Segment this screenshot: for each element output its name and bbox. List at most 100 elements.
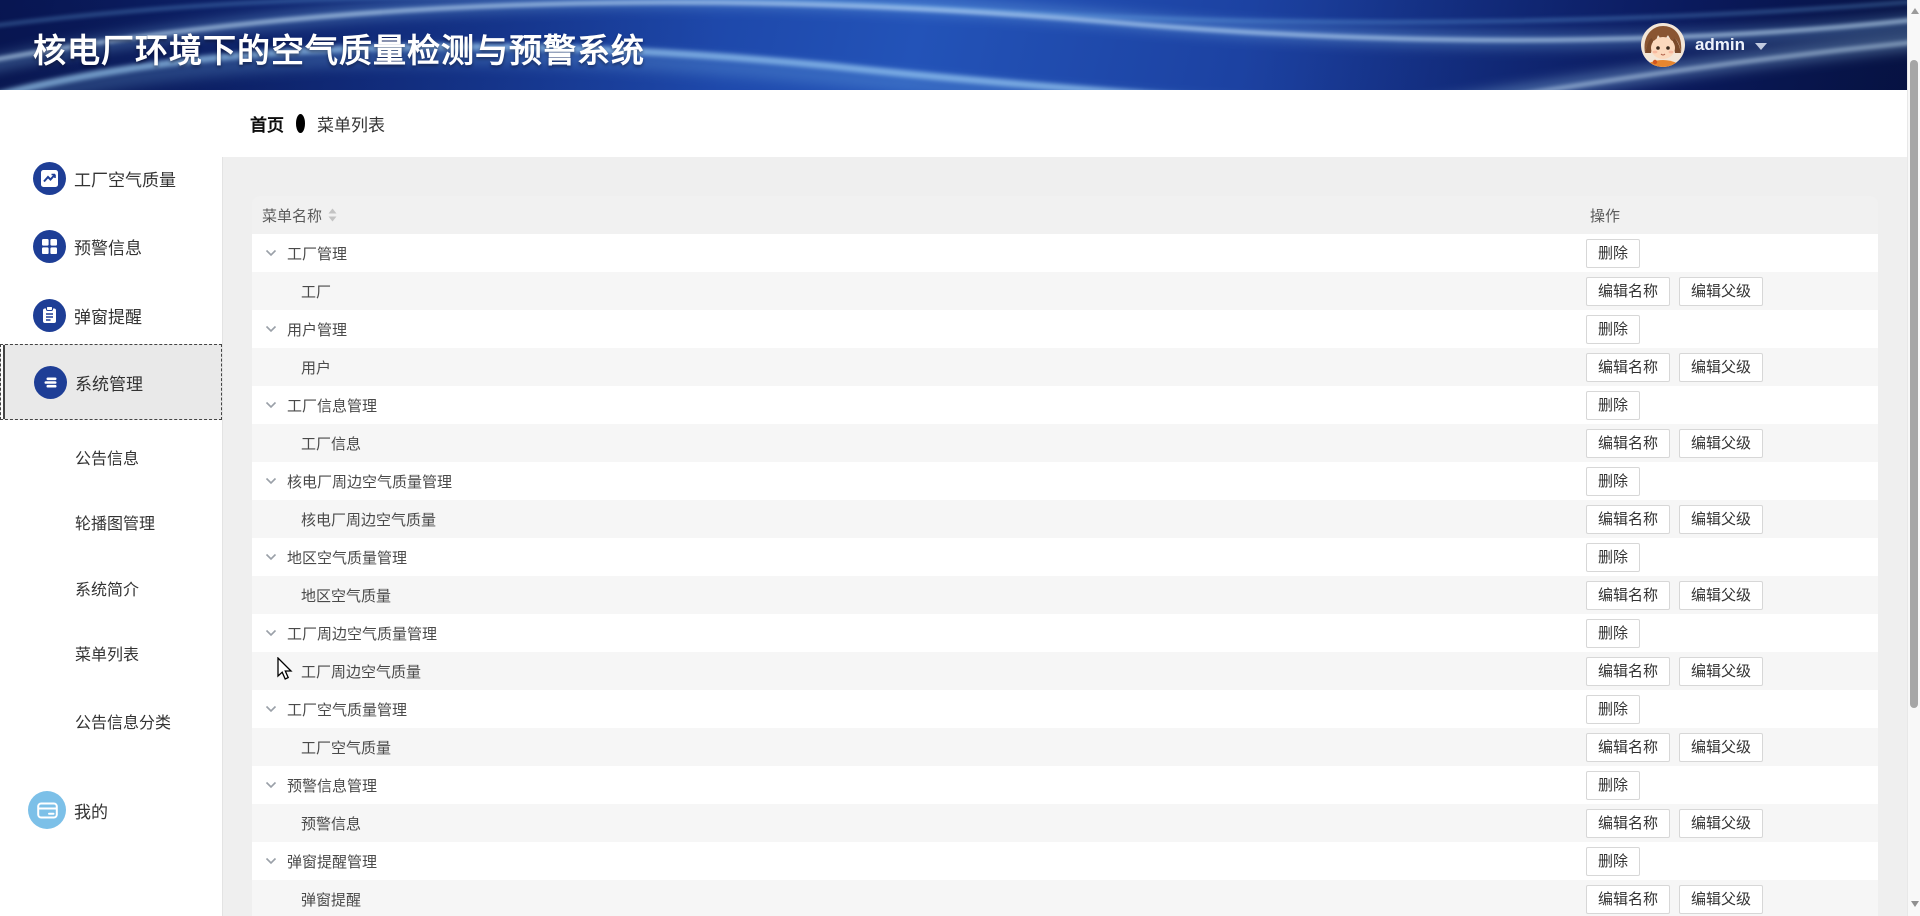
edit-name-button[interactable]: 编辑名称 [1586, 884, 1671, 914]
delete-button[interactable]: 删除 [1586, 390, 1641, 420]
edit-name-button[interactable]: 编辑名称 [1586, 580, 1671, 610]
table-header-row: 菜单名称 操作 [252, 196, 1878, 234]
edit-name-button[interactable]: 编辑名称 [1586, 428, 1671, 458]
sidebar-subitem-label: 公告信息 [75, 451, 140, 468]
sidebar-item-system-management[interactable]: 系统管理 [0, 344, 222, 420]
submenu-name-label: 工厂信息 [301, 435, 362, 453]
line-chart-icon [33, 161, 66, 195]
action-cell: 编辑名称 编辑父级 [1586, 732, 1878, 762]
action-cell: 编辑名称 编辑父级 [1586, 276, 1878, 306]
scroll-up-arrow-icon[interactable] [1908, 5, 1920, 19]
submenu-name-cell: 核电厂周边空气质量 [252, 509, 1586, 530]
avatar-image [1640, 23, 1685, 67]
action-cell: 编辑名称 编辑父级 [1586, 580, 1878, 610]
sidebar-item-label: 预警信息 [74, 238, 142, 258]
sidebar-subitem-announcement-category[interactable]: 公告信息分类 [0, 692, 222, 750]
action-cell: 删除 [1586, 770, 1878, 800]
edit-parent-button[interactable]: 编辑父级 [1679, 504, 1764, 534]
edit-parent-button[interactable]: 编辑父级 [1679, 580, 1764, 610]
menu-parent-row: 工厂信息管理 删除 [252, 386, 1878, 424]
submenu-name-cell: 工厂空气质量 [252, 737, 1586, 758]
sort-icon[interactable] [328, 208, 337, 222]
edit-parent-button[interactable]: 编辑父级 [1679, 428, 1764, 458]
menu-name-cell: 核电厂周边空气质量管理 [252, 471, 1586, 492]
edit-name-button[interactable]: 编辑名称 [1586, 352, 1671, 382]
menu-name-label: 弹窗提醒管理 [287, 853, 378, 871]
sidebar-item-warning-info[interactable]: 预警信息 [0, 214, 222, 278]
delete-button[interactable]: 删除 [1586, 542, 1641, 572]
action-cell: 编辑名称 编辑父级 [1586, 884, 1878, 914]
delete-button[interactable]: 删除 [1586, 694, 1641, 724]
user-menu[interactable]: admin [1640, 22, 1767, 68]
edit-parent-button[interactable]: 编辑父级 [1679, 352, 1764, 382]
edit-parent-button[interactable]: 编辑父级 [1679, 884, 1764, 914]
action-cell: 删除 [1586, 466, 1878, 496]
edit-name-button[interactable]: 编辑名称 [1586, 276, 1671, 306]
edit-parent-button[interactable]: 编辑父级 [1679, 276, 1764, 306]
sidebar-item-my-profile[interactable]: 我的 [0, 776, 222, 844]
chevron-down-icon[interactable] [265, 857, 277, 865]
sidebar-subitem-carousel-management[interactable]: 轮播图管理 [0, 493, 222, 551]
menu-name-label: 核电厂周边空气质量管理 [287, 473, 453, 491]
delete-button[interactable]: 删除 [1586, 238, 1641, 268]
menu-parent-row: 工厂空气质量管理 删除 [252, 690, 1878, 728]
delete-button[interactable]: 删除 [1586, 314, 1641, 344]
action-cell: 删除 [1586, 314, 1878, 344]
avatar[interactable] [1640, 23, 1685, 67]
sidebar-subitem-label: 系统简介 [75, 582, 140, 599]
chevron-down-icon[interactable] [265, 249, 277, 257]
menu-child-row: 工厂空气质量 编辑名称 编辑父级 [252, 728, 1878, 766]
chevron-down-icon[interactable] [265, 401, 277, 409]
menu-parent-row: 用户管理 删除 [252, 310, 1878, 348]
action-cell: 删除 [1586, 542, 1878, 572]
chevron-down-icon[interactable] [265, 553, 277, 561]
menu-table: 菜单名称 操作 工厂管理 删除 工厂 编辑名称 [252, 196, 1878, 916]
edit-name-button[interactable]: 编辑名称 [1586, 656, 1671, 686]
edit-parent-button[interactable]: 编辑父级 [1679, 656, 1764, 686]
submenu-name-cell: 弹窗提醒 [252, 889, 1586, 910]
submenu-name-label: 工厂 [301, 283, 332, 301]
chevron-down-icon[interactable] [265, 629, 277, 637]
delete-button[interactable]: 删除 [1586, 770, 1641, 800]
sidebar-item-factory-air-quality[interactable]: 工厂空气质量 [0, 146, 222, 210]
menu-child-row: 工厂周边空气质量 编辑名称 编辑父级 [252, 652, 1878, 690]
action-cell: 编辑名称 编辑父级 [1586, 428, 1878, 458]
header-swoosh-decoration [0, 0, 1907, 90]
action-cell: 删除 [1586, 238, 1878, 268]
chevron-down-icon[interactable] [265, 325, 277, 333]
column-header-menu-name: 菜单名称 [252, 205, 1586, 226]
grid-icon [33, 229, 66, 263]
action-cell: 编辑名称 编辑父级 [1586, 352, 1878, 382]
edit-parent-button[interactable]: 编辑父级 [1679, 808, 1764, 838]
sidebar-item-popup-reminder[interactable]: 弹窗提醒 [0, 283, 222, 347]
menu-name-label: 地区空气质量管理 [287, 549, 408, 567]
delete-button[interactable]: 删除 [1586, 618, 1641, 648]
submenu-name-label: 核电厂周边空气质量 [301, 511, 437, 529]
sidebar-item-label: 工厂空气质量 [74, 170, 176, 190]
chevron-down-icon[interactable] [265, 477, 277, 485]
breadcrumb-home-link[interactable]: 首页 [250, 116, 284, 135]
column-header-action: 操作 [1590, 207, 1621, 225]
scrollbar-thumb[interactable] [1910, 60, 1918, 708]
edit-name-button[interactable]: 编辑名称 [1586, 808, 1671, 838]
sidebar-subitem-menu-list[interactable]: 菜单列表 [0, 624, 222, 682]
action-cell: 删除 [1586, 390, 1878, 420]
submenu-name-label: 弹窗提醒 [301, 891, 362, 909]
delete-button[interactable]: 删除 [1586, 466, 1641, 496]
menu-name-cell: 预警信息管理 [252, 775, 1586, 796]
chevron-down-icon[interactable] [265, 705, 277, 713]
menu-name-label: 工厂周边空气质量管理 [287, 625, 438, 643]
menu-parent-row: 预警信息管理 删除 [252, 766, 1878, 804]
action-cell: 编辑名称 编辑父级 [1586, 808, 1878, 838]
chevron-down-icon[interactable] [265, 781, 277, 789]
edit-name-button[interactable]: 编辑名称 [1586, 504, 1671, 534]
menu-name-label: 工厂管理 [287, 245, 348, 263]
edit-parent-button[interactable]: 编辑父级 [1679, 732, 1764, 762]
delete-button[interactable]: 删除 [1586, 846, 1641, 876]
sidebar-subitem-announcement-info[interactable]: 公告信息 [0, 428, 222, 486]
scroll-down-arrow-icon[interactable] [1908, 897, 1920, 911]
page-scrollbar[interactable] [1907, 0, 1920, 916]
submenu-name-cell: 工厂周边空气质量 [252, 661, 1586, 682]
sidebar-subitem-system-intro[interactable]: 系统简介 [0, 559, 222, 617]
edit-name-button[interactable]: 编辑名称 [1586, 732, 1671, 762]
